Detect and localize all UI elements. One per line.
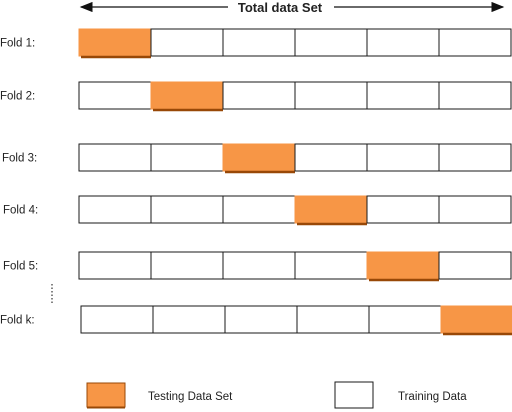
legend-testing-swatch: [86, 382, 126, 408]
fold-label: Fold 5:: [3, 261, 38, 273]
training-cell: [438, 81, 512, 110]
training-cell: [150, 251, 224, 280]
fold-label: Fold 3:: [2, 153, 37, 165]
training-cell: [296, 305, 370, 334]
header-title: Total data Set: [238, 0, 323, 15]
testing-cell: [150, 81, 224, 110]
training-cell: [222, 195, 296, 224]
fold-row-1: Fold 1:: [0, 28, 512, 59]
testing-cell: [222, 143, 296, 172]
fold-label: Fold 4:: [3, 205, 38, 217]
testing-cell: [78, 28, 152, 57]
training-cell: [438, 195, 512, 224]
training-cell: [224, 305, 298, 334]
training-cell: [150, 195, 224, 224]
training-cell: [80, 305, 154, 334]
fold-row-6: Fold k:: [0, 305, 512, 336]
training-cell: [222, 81, 296, 110]
legend: Testing Data Set Training Data: [86, 381, 467, 409]
fold-row-5: Fold 5:: [3, 251, 512, 282]
training-cell: [294, 28, 368, 57]
testing-cell: [366, 251, 440, 280]
training-cell: [366, 81, 440, 110]
fold-label: Fold 1:: [0, 38, 35, 50]
training-cell: [294, 81, 368, 110]
training-cell: [222, 251, 296, 280]
training-cell: [150, 143, 224, 172]
legend-testing-label: Testing Data Set: [148, 391, 233, 403]
legend-training-label: Training Data: [398, 391, 467, 403]
fold-label: Fold k:: [0, 315, 35, 327]
training-cell: [78, 81, 152, 110]
total-data-set-header: Total data Set: [79, 0, 505, 15]
legend-training-swatch: [334, 381, 374, 409]
training-cell: [368, 305, 442, 334]
testing-cell: [440, 305, 512, 334]
training-cell: [438, 143, 512, 172]
fold-row-4: Fold 4:: [3, 195, 512, 226]
training-cell: [294, 251, 368, 280]
folds: Fold 1: Fold 2: Fold 3: Fold 4: Fold 5: Fold …: [0, 28, 512, 336]
training-cell: [366, 195, 440, 224]
training-cell: [366, 28, 440, 57]
fold-label: Fold 2:: [0, 91, 35, 103]
training-cell: [78, 143, 152, 172]
training-cell: [222, 28, 296, 57]
training-cell: [366, 143, 440, 172]
training-cell: [438, 251, 512, 280]
fold-row-3: Fold 3:: [2, 143, 512, 174]
training-cell: [150, 28, 224, 57]
training-cell: [438, 28, 512, 57]
testing-cell: [294, 195, 368, 224]
training-cell: [294, 143, 368, 172]
training-cell: [78, 251, 152, 280]
training-cell: [152, 305, 226, 334]
training-cell: [78, 195, 152, 224]
fold-row-2: Fold 2:: [0, 81, 512, 112]
